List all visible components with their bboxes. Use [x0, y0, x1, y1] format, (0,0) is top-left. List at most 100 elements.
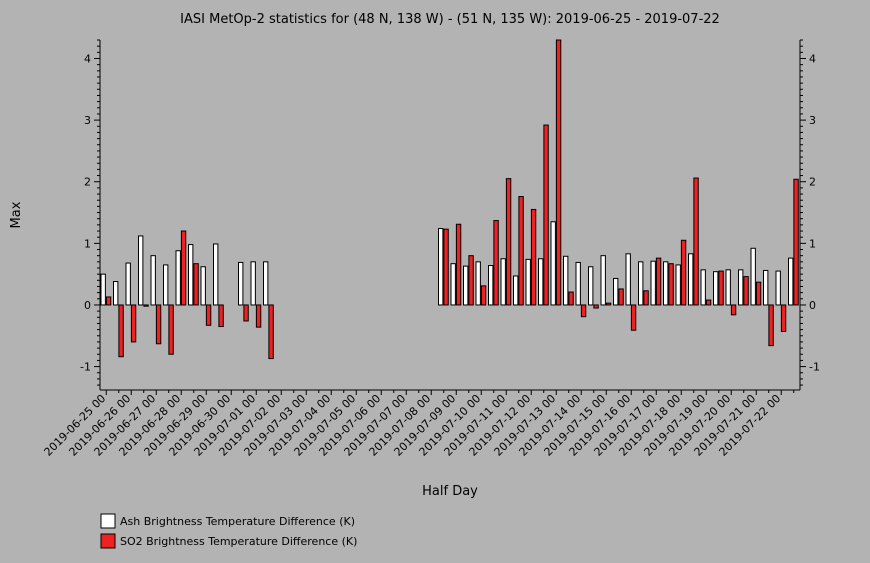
so2-bar-48 — [705, 299, 712, 306]
so2-bar-9 — [218, 304, 224, 328]
ash-bar-9 — [213, 243, 219, 306]
ash-bar-27 — [438, 228, 444, 306]
ash-bar-31 — [488, 265, 494, 306]
ash-bar-38 — [575, 261, 581, 306]
ash-bar-51 — [738, 269, 744, 306]
y-tick-label-left: 0 — [84, 299, 91, 312]
so2-bar-50 — [730, 304, 737, 316]
ash-bar-28 — [450, 263, 456, 306]
so2-bar-13 — [268, 304, 274, 360]
so2-bar-6 — [180, 230, 187, 306]
y-tick-label-left: 4 — [84, 52, 91, 65]
so2-bar-55 — [793, 178, 799, 306]
so2-bar-34 — [530, 208, 537, 306]
ash-bar-29 — [463, 265, 469, 306]
y-tick-label-right: 3 — [809, 114, 816, 127]
so2-bar-11 — [243, 304, 249, 322]
ash-bar-4 — [150, 255, 156, 306]
ash-bar-36 — [550, 221, 556, 306]
so2-bar-27 — [443, 228, 449, 306]
ash-bar-40 — [600, 255, 606, 306]
ash-bar-7 — [188, 244, 194, 306]
y-tick-label-left: 1 — [84, 237, 91, 250]
legend-label-ash: Ash Brightness Temperature Difference (K… — [120, 515, 355, 528]
ash-bar-44 — [650, 260, 656, 306]
so2-bar-8 — [205, 304, 212, 326]
so2-bar-46 — [680, 239, 687, 306]
ash-bar-37 — [563, 255, 569, 306]
y-tick-label-right: 2 — [809, 176, 816, 189]
legend: Ash Brightness Temperature Difference (K… — [100, 513, 357, 549]
ash-bar-45 — [663, 261, 669, 306]
ash-bar-0 — [100, 273, 106, 306]
so2-bar-7 — [193, 263, 199, 306]
ash-bar-52 — [750, 247, 756, 306]
so2-bar-30 — [480, 285, 487, 306]
ash-bar-5 — [163, 264, 169, 306]
so2-bar-53 — [768, 304, 774, 347]
ash-bar-39 — [588, 266, 594, 306]
chart-title: IASI MetOp-2 statistics for (48 N, 138 W… — [180, 12, 720, 27]
y-tick-label-right: -1 — [809, 361, 820, 374]
so2-bar-3 — [143, 304, 149, 307]
ash-bar-35 — [538, 258, 544, 306]
legend-swatch-ash — [100, 513, 116, 529]
ash-bar-32 — [500, 258, 506, 306]
y-tick-label-right: 0 — [809, 299, 816, 312]
so2-bar-41 — [618, 288, 624, 306]
so2-bar-5 — [168, 304, 174, 355]
ash-bar-42 — [625, 253, 631, 306]
y-tick-label-left: 3 — [84, 114, 91, 127]
so2-bar-29 — [468, 255, 474, 306]
bars-group — [100, 39, 799, 360]
ash-bar-6 — [175, 250, 181, 306]
ash-bar-33 — [513, 275, 519, 306]
so2-bar-47 — [693, 177, 699, 306]
ash-bar-30 — [475, 261, 481, 306]
so2-bar-37 — [568, 291, 574, 306]
so2-bar-32 — [505, 178, 512, 306]
so2-bar-33 — [518, 196, 524, 306]
so2-bar-36 — [555, 39, 562, 306]
y-tick-label-right: 1 — [809, 237, 816, 250]
ash-bar-43 — [638, 261, 644, 306]
ash-bar-50 — [725, 269, 731, 306]
ash-bar-54 — [775, 270, 781, 306]
so2-bar-1 — [118, 304, 124, 358]
so2-bar-43 — [643, 290, 649, 306]
so2-bar-12 — [255, 304, 262, 328]
so2-bar-54 — [780, 304, 787, 332]
ash-bar-12 — [250, 261, 256, 306]
so2-bar-52 — [755, 281, 762, 306]
x-axis-title: Half Day — [422, 484, 478, 499]
so2-bar-35 — [543, 124, 549, 306]
ash-bar-1 — [113, 281, 119, 306]
ash-bar-2 — [125, 262, 131, 306]
y-tick-label-left: -1 — [80, 361, 91, 374]
ash-bar-8 — [200, 266, 206, 306]
ash-bar-53 — [763, 269, 769, 306]
so2-bar-44 — [655, 257, 662, 306]
legend-swatch-so2 — [100, 533, 116, 549]
y-tick-label-left: 2 — [84, 176, 91, 189]
so2-bar-49 — [718, 270, 724, 306]
legend-label-so2: SO2 Brightness Temperature Difference (K… — [120, 535, 357, 548]
y-tick-label-right: 4 — [809, 52, 816, 65]
so2-bar-4 — [155, 304, 162, 345]
so2-bar-38 — [580, 304, 587, 318]
ash-bar-47 — [688, 253, 694, 306]
so2-bar-0 — [105, 296, 112, 306]
so2-bar-45 — [668, 263, 674, 306]
ash-bar-3 — [138, 235, 144, 306]
y-axis-title: Max — [9, 201, 24, 228]
so2-bar-51 — [743, 276, 749, 306]
so2-bar-28 — [455, 223, 462, 306]
so2-bar-2 — [130, 304, 137, 343]
ash-bar-49 — [713, 271, 719, 306]
ash-bar-41 — [613, 277, 619, 306]
ash-bar-13 — [263, 261, 269, 306]
so2-bar-40 — [605, 302, 612, 306]
so2-bar-31 — [493, 220, 499, 306]
